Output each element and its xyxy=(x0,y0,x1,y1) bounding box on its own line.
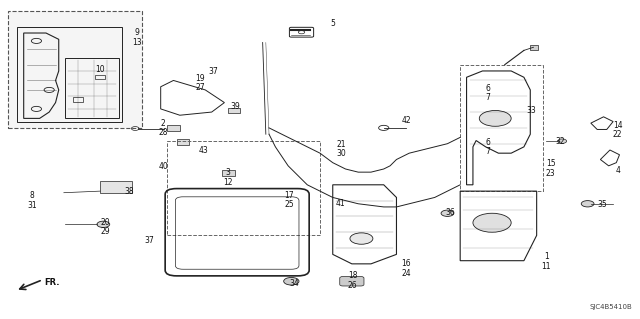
Text: 33: 33 xyxy=(527,106,536,115)
Bar xyxy=(95,75,105,79)
Bar xyxy=(8,11,141,128)
Text: 2
28: 2 28 xyxy=(159,119,168,137)
Circle shape xyxy=(479,110,511,126)
Text: 42: 42 xyxy=(402,116,412,125)
Bar xyxy=(100,181,132,193)
Text: 4: 4 xyxy=(616,166,621,175)
Text: 18
26: 18 26 xyxy=(348,271,357,290)
Text: SJC4B5410B: SJC4B5410B xyxy=(589,304,632,310)
Text: 19
27: 19 27 xyxy=(195,74,205,92)
Text: 1
11: 1 11 xyxy=(541,252,551,271)
Text: 15
23: 15 23 xyxy=(546,159,556,178)
Text: 8
31: 8 31 xyxy=(27,191,36,210)
Circle shape xyxy=(557,139,566,143)
Circle shape xyxy=(350,233,373,244)
Text: 20
29: 20 29 xyxy=(100,218,110,236)
Text: 32: 32 xyxy=(556,137,565,146)
Text: 43: 43 xyxy=(198,146,208,155)
Text: 37: 37 xyxy=(145,236,154,245)
Text: 37: 37 xyxy=(209,67,218,76)
Text: 17
25: 17 25 xyxy=(285,191,294,209)
Text: 6
7: 6 7 xyxy=(485,137,490,156)
Circle shape xyxy=(284,278,299,285)
Bar xyxy=(73,97,83,102)
Bar xyxy=(167,141,320,235)
Bar xyxy=(167,125,180,131)
Circle shape xyxy=(581,201,594,207)
Text: 10: 10 xyxy=(95,65,105,74)
Text: FR.: FR. xyxy=(45,278,60,287)
Text: 38: 38 xyxy=(124,187,134,196)
Bar xyxy=(228,108,240,113)
Circle shape xyxy=(97,221,109,227)
Text: 16
24: 16 24 xyxy=(401,259,411,278)
Bar xyxy=(460,65,543,191)
Text: 39: 39 xyxy=(230,102,240,111)
Circle shape xyxy=(473,213,511,232)
Text: 14
22: 14 22 xyxy=(612,121,622,139)
Text: 9
13: 9 13 xyxy=(132,28,142,47)
Text: 35: 35 xyxy=(597,200,607,209)
Text: 5: 5 xyxy=(330,19,335,28)
FancyBboxPatch shape xyxy=(340,277,364,286)
Circle shape xyxy=(379,125,389,130)
Bar xyxy=(222,170,235,176)
Circle shape xyxy=(441,210,454,216)
Text: 34: 34 xyxy=(290,279,300,288)
Bar xyxy=(177,139,189,145)
Text: 21
30: 21 30 xyxy=(336,140,346,159)
Text: 41: 41 xyxy=(335,199,345,208)
Text: 6
7: 6 7 xyxy=(485,84,490,102)
Text: 3
12: 3 12 xyxy=(223,168,232,187)
Text: 36: 36 xyxy=(445,208,455,217)
Text: 40: 40 xyxy=(159,162,169,171)
Bar xyxy=(531,45,538,50)
